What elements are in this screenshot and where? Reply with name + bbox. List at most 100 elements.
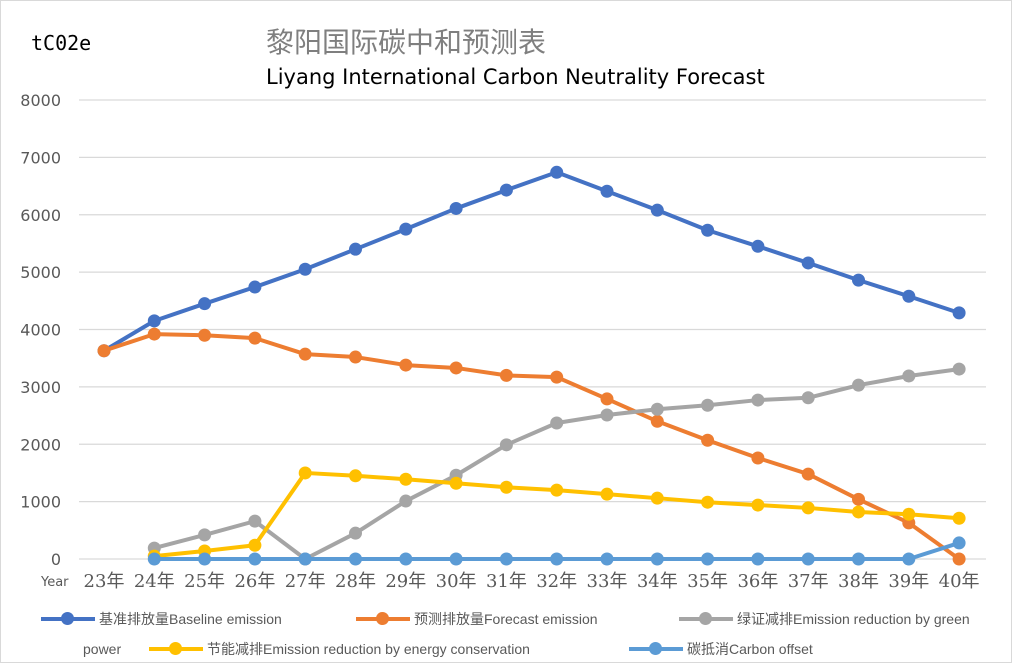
x-tick-label: 24年 [134,571,175,592]
y-tick-label: 2000 [20,435,61,454]
series-line [153,367,960,561]
data-point [751,451,765,465]
data-point [952,536,966,550]
x-tick-label: 31年 [486,571,527,592]
x-tick-label: 29年 [385,571,426,592]
data-point [550,370,564,384]
data-point [499,183,513,197]
series-line [102,170,960,353]
x-tick-label: 32年 [536,571,577,592]
data-point [298,466,312,480]
x-tick-label: 28年 [335,571,376,592]
data-point [349,350,362,364]
data-point [852,273,865,287]
data-point [801,467,815,481]
data-point [147,327,161,341]
y-tick-label: 0 [51,550,61,569]
data-point [952,362,966,376]
data-point [701,433,715,447]
data-point [650,491,664,505]
data-point [399,472,413,486]
data-point [399,222,413,236]
data-point [600,487,614,501]
data-point [499,368,513,382]
data-point [449,361,463,375]
data-point [701,552,715,566]
y-tick-label: 5000 [20,263,61,282]
data-point [97,344,111,358]
x-tick-label: 40年 [939,571,980,592]
data-point [198,297,212,311]
y-tick-label: 3000 [20,378,61,397]
data-point [902,552,916,566]
x-tick-label: 35年 [687,571,728,592]
x-tick-label: 26年 [234,571,275,592]
y-axis-unit: tC02e [31,31,92,55]
x-tick-label: 30年 [436,571,477,592]
y-tick-label: 4000 [20,321,61,340]
data-point [650,552,664,566]
data-point [198,552,212,566]
data-point [349,242,362,256]
data-point [701,495,715,509]
x-tick-label: 39年 [888,571,929,592]
data-point [198,528,212,542]
data-point [399,494,413,508]
x-tick-label: 37年 [788,571,829,592]
y-tick-label: 8000 [20,91,61,110]
data-point [298,262,312,276]
data-point [198,328,212,342]
data-point [550,552,564,566]
chart-title: 黎阳国际碳中和预测表 [266,26,547,59]
data-point [701,223,715,237]
data-point [701,398,715,412]
x-tick-label: 33年 [587,571,628,592]
data-point [902,369,916,383]
data-point [550,165,564,179]
data-point [399,552,413,566]
data-point [801,552,815,566]
data-point [248,514,262,528]
data-point [902,289,916,303]
data-point [852,492,865,506]
x-tick-label: 25年 [184,571,225,592]
data-point [952,511,966,525]
data-point [449,201,463,215]
x-axis-label: Year [40,575,69,590]
data-point [550,416,564,430]
x-tick-label: 23年 [84,571,125,592]
data-point [751,552,765,566]
data-point [751,393,765,407]
x-tick-label: 36年 [737,571,778,592]
data-point [499,480,513,494]
data-point [600,392,614,406]
data-point [399,358,413,372]
data-point [298,347,312,361]
chart-subtitle: Liyang International Carbon Neutrality F… [266,65,765,89]
y-tick-label: 1000 [20,493,61,512]
series-line [103,332,961,561]
x-tick-label: 34年 [637,571,678,592]
data-point [952,552,966,566]
data-point [499,552,513,566]
data-point [449,552,463,566]
x-tick-label: 27年 [285,571,326,592]
data-point [499,438,513,452]
data-point [248,280,262,294]
data-point [902,507,916,521]
y-tick-label: 6000 [20,206,61,225]
data-point [801,391,815,405]
y-tick-label: 7000 [20,148,61,167]
data-point [650,203,664,217]
data-point [550,483,564,497]
data-point [801,256,815,270]
data-point [349,469,362,483]
data-point [650,402,664,416]
data-point [751,498,765,512]
data-point [751,239,765,253]
data-point [650,414,664,428]
data-point [147,314,161,328]
data-point [349,552,362,566]
